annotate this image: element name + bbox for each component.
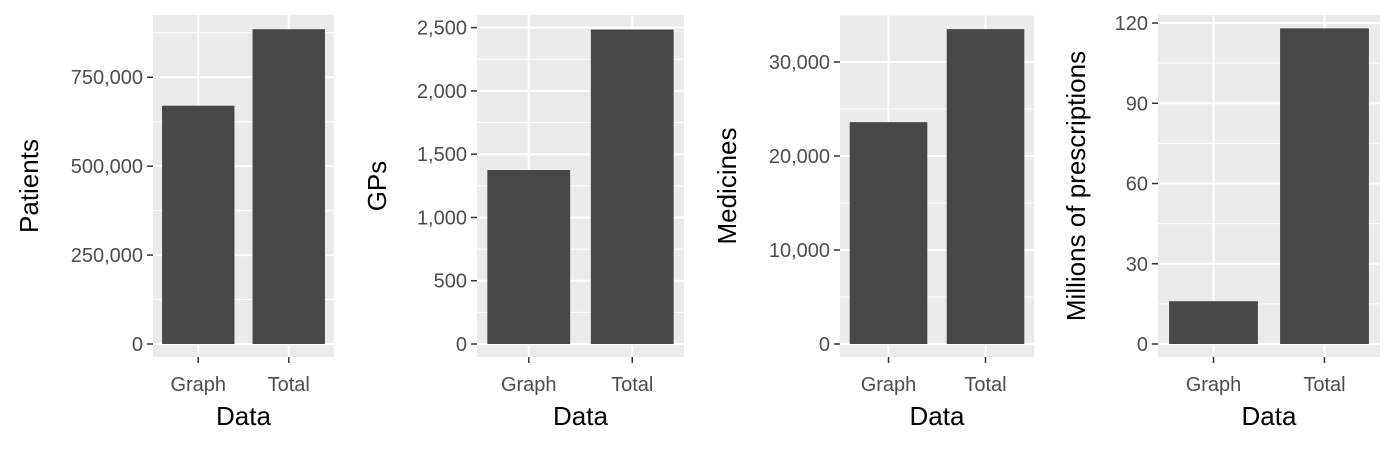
y-axis-title: Medicines <box>712 127 742 244</box>
bar-total <box>946 29 1025 344</box>
x-tick-label: Graph <box>1186 374 1242 396</box>
y-tick-label: 10,000 <box>769 240 830 262</box>
y-tick-label: 2,000 <box>417 81 467 103</box>
y-axis-title: Millions of prescriptions <box>1061 51 1091 321</box>
y-axis-title: GPs <box>362 161 392 212</box>
chart-1: Graph Total 0 250,000 500,000 750,000 Data Pati… <box>14 15 334 431</box>
y-tick-label: 2,500 <box>417 18 467 40</box>
x-tick-label: Graph <box>861 374 917 396</box>
y-tick-label: 750,000 <box>71 67 143 89</box>
y-tick-label: 0 <box>132 334 143 356</box>
y-tick-label: 500,000 <box>71 156 143 178</box>
y-tick-label: 250,000 <box>71 245 143 267</box>
bar-graph <box>162 105 235 344</box>
x-tick-label: Total <box>268 374 310 396</box>
bar-total <box>590 29 674 345</box>
y-tick-label: 30 <box>1126 254 1148 276</box>
x-tick-label: Total <box>611 374 653 396</box>
x-tick-label: Total <box>964 374 1006 396</box>
x-axis-title: Data <box>216 401 271 431</box>
y-tick-label: 30,000 <box>769 52 830 74</box>
x-axis-title: Data <box>1242 401 1297 431</box>
bar-total <box>252 29 325 345</box>
x-tick-label: Total <box>1303 374 1345 396</box>
y-tick-label: 120 <box>1115 13 1148 35</box>
bar-total <box>1280 28 1369 344</box>
chart-3: Graph Total 0 10,000 20,000 30,000 Data Medicin… <box>712 14 1034 431</box>
x-axis-title: Data <box>910 401 965 431</box>
y-tick-label: 0 <box>456 334 467 356</box>
chart-2: Graph Total 0 500 1,000 1,500 2,000 2,500 Data GP… <box>362 15 684 431</box>
bar-graph <box>1169 301 1258 344</box>
bar-graph <box>849 122 928 344</box>
y-tick-label: 0 <box>819 334 830 356</box>
x-tick-label: Graph <box>170 374 226 396</box>
y-tick-label: 20,000 <box>769 146 830 168</box>
y-tick-label: 90 <box>1126 93 1148 115</box>
bar-graph <box>487 170 571 344</box>
y-tick-label: 0 <box>1137 334 1148 356</box>
y-tick-label: 1,000 <box>417 207 467 229</box>
x-axis-title: Data <box>553 401 608 431</box>
y-tick-label: 1,500 <box>417 144 467 166</box>
y-tick-label: 60 <box>1126 174 1148 196</box>
y-axis-title: Patients <box>14 139 44 233</box>
chart-4: Graph Total 0 30 60 90 120 Data Millions of pres… <box>1061 13 1380 431</box>
x-tick-label: Graph <box>501 374 557 396</box>
y-tick-label: 500 <box>434 271 467 293</box>
